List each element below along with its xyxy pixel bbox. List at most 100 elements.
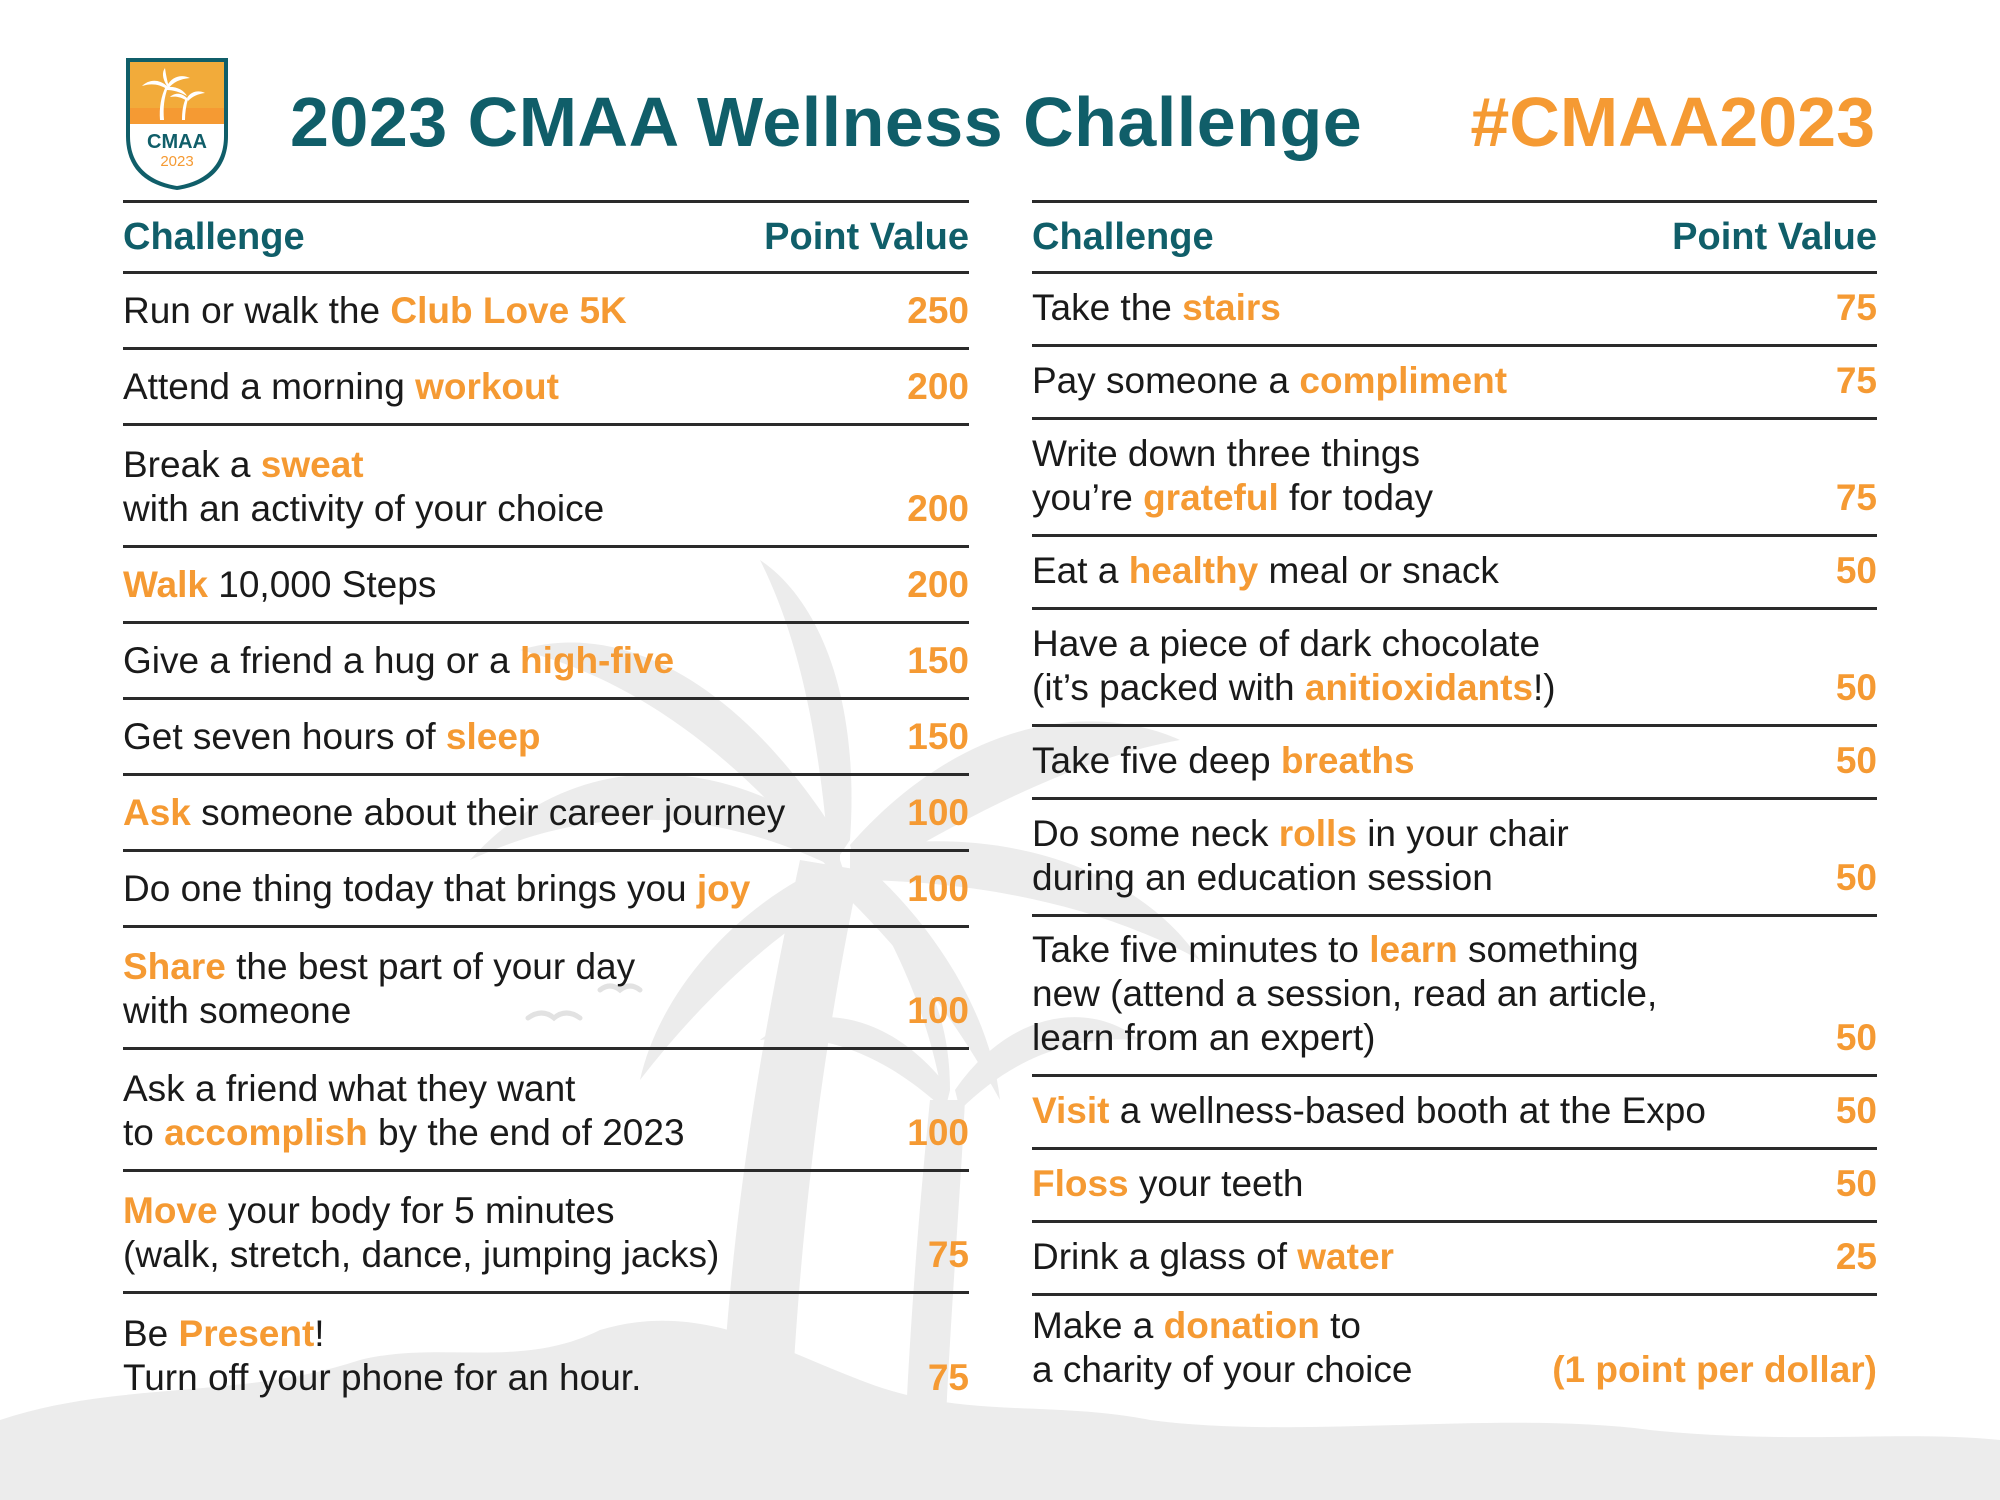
challenge-text: Be Present! Turn off your phone for an ho… (123, 1312, 641, 1400)
highlight-word: Visit (1032, 1090, 1110, 1131)
challenge-text-segment: the best part of your day (225, 946, 636, 987)
challenge-line: a charity of your choice (1032, 1348, 1412, 1392)
challenge-line: Take five deep breaths (1032, 739, 1415, 783)
challenge-text-segment: Be (123, 1313, 179, 1354)
challenge-text-segment: Take five minutes to (1032, 929, 1370, 970)
challenge-text: Do one thing today that brings you joy (123, 867, 750, 911)
table-row: Eat a healthy meal or snack 50 (1032, 537, 1877, 610)
highlight-word: workout (415, 366, 559, 407)
challenge-text: Make a donation to a charity of your choi… (1032, 1304, 1412, 1392)
table-row: Pay someone a compliment 75 (1032, 347, 1877, 420)
challenge-text-segment: Turn off your phone for an hour. (123, 1357, 642, 1398)
highlight-word: accomplish (164, 1112, 368, 1153)
challenge-text-segment: 10,000 Steps (207, 564, 437, 605)
challenge-text-segment: Run or walk the (123, 290, 391, 331)
highlight-word: Walk (123, 564, 208, 605)
challenge-text: Eat a healthy meal or snack (1032, 549, 1499, 593)
challenge-text-segment: you’re (1032, 477, 1144, 518)
highlight-word: healthy (1128, 550, 1259, 591)
highlight-word: water (1297, 1236, 1394, 1277)
challenge-line: Share the best part of your day (123, 945, 635, 989)
challenge-text: Ask a friend what they want to accomplish… (123, 1067, 685, 1155)
challenge-line: (walk, stretch, dance, jumping jacks) (123, 1233, 719, 1277)
challenge-text: Pay someone a compliment (1032, 359, 1507, 403)
challenge-line: Write down three things (1032, 432, 1433, 476)
highlight-word: donation (1163, 1305, 1320, 1346)
challenge-text-segment: to (1319, 1305, 1361, 1346)
challenge-text-segment: (walk, stretch, dance, jumping jacks) (123, 1234, 720, 1275)
table-row: Drink a glass of water 25 (1032, 1223, 1877, 1296)
challenge-text-segment: during an education session (1032, 857, 1493, 898)
challenge-text: Get seven hours of sleep (123, 715, 541, 759)
challenge-text-segment: Eat a (1032, 550, 1129, 591)
challenge-line: Visit a wellness-based booth at the Expo (1032, 1089, 1706, 1133)
challenge-line: Drink a glass of water (1032, 1235, 1394, 1279)
challenge-line: Get seven hours of sleep (123, 715, 541, 759)
challenge-text-segment: Drink a glass of (1032, 1236, 1298, 1277)
highlight-word: anitioxidants (1304, 667, 1534, 708)
challenge-text-segment: Do one thing today that brings you (123, 868, 697, 909)
challenge-text: Walk 10,000 Steps (123, 563, 436, 607)
challenge-line: Floss your teeth (1032, 1162, 1303, 1206)
point-value: 50 (1835, 1163, 1877, 1204)
challenge-line: Run or walk the Club Love 5K (123, 289, 627, 333)
table-header: Challenge Point Value (1032, 200, 1877, 274)
table-row: Make a donation to a charity of your choi… (1032, 1296, 1877, 1406)
challenge-text-segment: Get seven hours of (123, 716, 446, 757)
challenge-text-segment: someone about their career journey (190, 792, 786, 833)
cmaa-logo: CMAA 2023 (126, 58, 228, 190)
svg-text:2023: 2023 (160, 153, 193, 170)
palm-tree-icon (142, 68, 205, 120)
point-value: 100 (907, 868, 969, 909)
challenge-text-segment: ! (314, 1313, 325, 1354)
point-value: 50 (1835, 1017, 1877, 1058)
challenge-text-segment: to (123, 1112, 165, 1153)
challenge-line: you’re grateful for today (1032, 476, 1433, 520)
table-row: Have a piece of dark chocolate (it’s pack… (1032, 610, 1877, 727)
point-value: 200 (907, 366, 969, 407)
challenge-line: during an education session (1032, 856, 1569, 900)
challenge-text-segment: for today (1278, 477, 1434, 518)
challenge-line: with an activity of your choice (123, 487, 604, 531)
challenge-line: Do one thing today that brings you joy (123, 867, 750, 911)
point-value: 75 (1835, 477, 1877, 518)
challenge-text-segment: a charity of your choice (1032, 1349, 1413, 1390)
challenge-text-segment: something (1457, 929, 1639, 970)
challenge-line: Be Present! (123, 1312, 641, 1356)
point-value: 150 (907, 716, 969, 757)
hashtag: #CMAA2023 (1470, 83, 1875, 161)
table-row: Get seven hours of sleep 150 (123, 700, 969, 776)
challenge-text: Ask someone about their career journey (123, 791, 785, 835)
svg-text:CMAA: CMAA (147, 131, 207, 153)
table-row: Write down three things you’re grateful f… (1032, 420, 1877, 537)
table-row: Run or walk the Club Love 5K 250 (123, 274, 969, 350)
challenge-table-left: Challenge Point Value Run or walk the Cl… (123, 200, 969, 1414)
point-value-column-header: Point Value (1672, 215, 1877, 258)
highlight-word: Present (178, 1313, 315, 1354)
point-value: 50 (1835, 550, 1877, 591)
highlight-word: Club Love 5K (390, 290, 627, 331)
challenge-text-segment: your teeth (1128, 1163, 1304, 1204)
challenge-text: Floss your teeth (1032, 1162, 1303, 1206)
challenge-line: Make a donation to (1032, 1304, 1412, 1348)
table-row: Walk 10,000 Steps 200 (123, 548, 969, 624)
challenge-text-segment: learn from an expert) (1032, 1017, 1376, 1058)
point-value: 100 (907, 990, 969, 1031)
point-value: 200 (907, 564, 969, 605)
challenge-line: Ask a friend what they want (123, 1067, 685, 1111)
point-value: 50 (1835, 740, 1877, 781)
challenge-text: Do some neck rolls in your chair during a… (1032, 812, 1569, 900)
challenge-text-segment: with an activity of your choice (123, 488, 605, 529)
challenge-line: new (attend a session, read an article, (1032, 972, 1657, 1016)
highlight-word: breaths (1280, 740, 1415, 781)
challenge-text: Share the best part of your day with some… (123, 945, 635, 1033)
challenge-text-segment: !) (1533, 667, 1556, 708)
challenge-line: Attend a morning workout (123, 365, 559, 409)
challenge-text-segment: Give a friend a hug or a (123, 640, 520, 681)
highlight-word: sleep (445, 716, 541, 757)
challenge-text-segment: by the end of 2023 (367, 1112, 685, 1153)
challenge-text-segment: Take the (1032, 287, 1183, 328)
challenge-text-segment: Have a piece of dark chocolate (1032, 623, 1541, 664)
challenge-text-segment: new (attend a session, read an article, (1032, 973, 1658, 1014)
